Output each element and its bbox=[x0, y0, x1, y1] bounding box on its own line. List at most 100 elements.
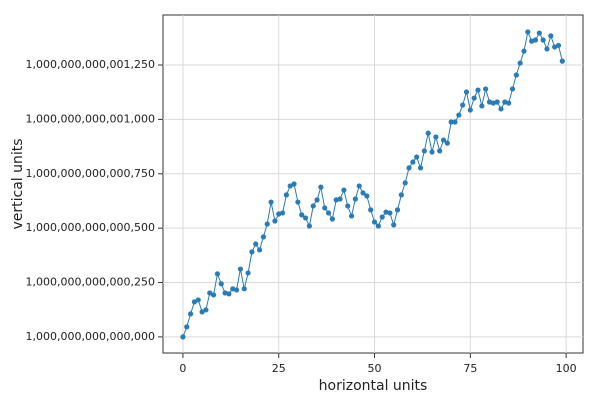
point bbox=[287, 183, 293, 189]
point bbox=[540, 37, 546, 43]
x-tick-label: 0 bbox=[179, 362, 186, 375]
point bbox=[494, 99, 500, 105]
point bbox=[521, 48, 527, 54]
point bbox=[517, 60, 523, 66]
point bbox=[260, 234, 267, 240]
point bbox=[314, 197, 320, 203]
point bbox=[506, 100, 512, 106]
point bbox=[325, 210, 332, 216]
point bbox=[295, 199, 301, 205]
point bbox=[433, 134, 439, 140]
point bbox=[406, 165, 412, 171]
point bbox=[203, 307, 209, 313]
plot-layer: 0 25 50 75 100 1,000,000,000,000,000 1,000,000… bbox=[26, 15, 583, 375]
point bbox=[253, 241, 259, 247]
point bbox=[245, 270, 251, 276]
point bbox=[548, 33, 554, 39]
point bbox=[559, 58, 565, 64]
point bbox=[410, 159, 416, 165]
y-axis-title: vertical units bbox=[10, 138, 26, 229]
point bbox=[387, 210, 393, 216]
point bbox=[417, 165, 424, 171]
point bbox=[360, 190, 366, 196]
y-tick-label: 1,000,000,000,000,750 bbox=[26, 167, 155, 180]
point bbox=[379, 214, 385, 220]
point bbox=[352, 196, 358, 202]
point bbox=[467, 107, 473, 113]
point bbox=[272, 218, 278, 224]
y-tick-label: 1,000,000,000,000,250 bbox=[26, 276, 155, 289]
point bbox=[187, 311, 194, 317]
point bbox=[398, 192, 404, 198]
point bbox=[375, 223, 381, 229]
point bbox=[264, 221, 270, 227]
plot-frame bbox=[162, 14, 584, 354]
point bbox=[532, 37, 539, 43]
point bbox=[394, 207, 401, 213]
point bbox=[421, 148, 427, 154]
point bbox=[440, 137, 447, 143]
point bbox=[475, 87, 481, 93]
y-tick-label: 1,000,000,000,001,250 bbox=[26, 58, 155, 71]
point bbox=[268, 199, 274, 205]
point bbox=[437, 148, 443, 154]
point bbox=[460, 102, 466, 108]
point bbox=[191, 299, 198, 305]
point bbox=[318, 184, 324, 190]
point bbox=[429, 149, 435, 155]
point bbox=[402, 180, 408, 186]
point bbox=[291, 181, 297, 187]
point bbox=[226, 291, 232, 297]
point bbox=[371, 219, 378, 225]
point bbox=[513, 72, 519, 78]
point bbox=[310, 203, 316, 209]
point bbox=[555, 42, 562, 49]
point bbox=[544, 46, 550, 52]
point bbox=[479, 103, 485, 109]
point bbox=[536, 30, 542, 36]
x-tick-label: 50 bbox=[368, 362, 382, 375]
point bbox=[329, 216, 335, 222]
point bbox=[237, 266, 244, 272]
point bbox=[425, 130, 431, 136]
y-tick-label: 1,000,000,000,000,500 bbox=[26, 221, 155, 234]
point bbox=[241, 286, 247, 292]
point bbox=[368, 207, 374, 213]
point bbox=[509, 86, 516, 92]
point bbox=[249, 249, 255, 255]
point bbox=[256, 247, 263, 253]
point bbox=[483, 86, 489, 92]
point bbox=[498, 106, 504, 112]
series-line bbox=[182, 30, 563, 338]
point bbox=[471, 95, 477, 101]
point bbox=[444, 140, 450, 146]
point bbox=[337, 196, 343, 202]
y-tick-label: 1,000,000,000,000,000 bbox=[26, 330, 155, 343]
x-axis-title: horizontal units bbox=[319, 378, 428, 394]
point bbox=[322, 205, 328, 211]
point bbox=[448, 119, 454, 125]
point bbox=[463, 89, 470, 95]
point bbox=[233, 287, 240, 293]
x-tick-label: 75 bbox=[463, 362, 477, 375]
point bbox=[184, 324, 190, 330]
point bbox=[456, 112, 462, 118]
point bbox=[302, 215, 309, 221]
point bbox=[341, 187, 347, 193]
point bbox=[210, 292, 217, 298]
point bbox=[283, 192, 289, 198]
point bbox=[195, 297, 201, 303]
x-tick-label: 25 bbox=[272, 362, 286, 375]
point bbox=[306, 223, 312, 229]
point bbox=[214, 271, 221, 277]
y-tick-label: 1,000,000,000,001,000 bbox=[26, 112, 155, 125]
point bbox=[356, 183, 362, 189]
point bbox=[452, 119, 458, 125]
x-tick-label: 100 bbox=[556, 362, 577, 375]
point bbox=[218, 281, 224, 287]
point bbox=[364, 193, 370, 199]
point bbox=[348, 213, 355, 219]
point bbox=[414, 154, 420, 160]
